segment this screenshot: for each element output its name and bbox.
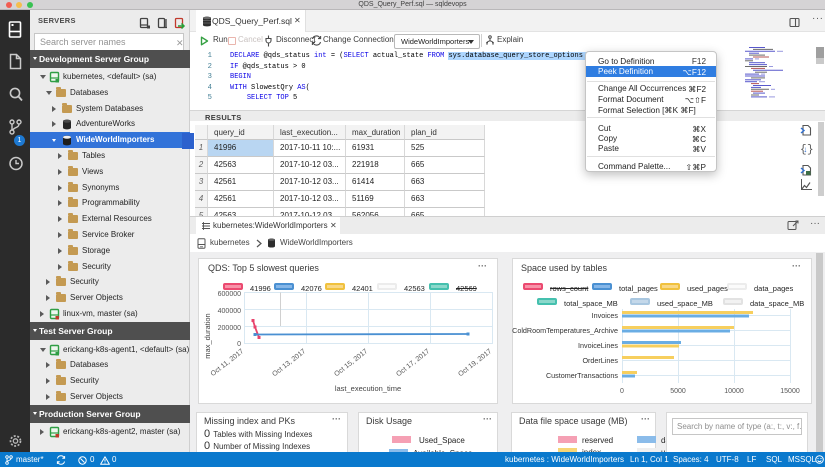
svg-text:CustomerTransactions: CustomerTransactions [546,371,618,380]
svg-text:Invoices: Invoices [592,311,619,320]
svg-text:15000: 15000 [780,388,800,395]
svg-text:Oct 19, 2017: Oct 19, 2017 [457,348,493,378]
svg-text:0: 0 [620,388,624,395]
svg-text:0: 0 [237,341,241,348]
svg-text:Oct 11, 2017: Oct 11, 2017 [210,348,246,378]
svg-text:200000: 200000 [218,325,241,332]
svg-text:Oct 15, 2017: Oct 15, 2017 [333,348,369,378]
svg-text:10000: 10000 [724,388,744,395]
svg-text:5000: 5000 [670,388,686,395]
svg-text:InvoiceLines: InvoiceLines [578,341,618,350]
svg-text:last_execution_time: last_execution_time [335,384,401,393]
svg-text:ColdRoomTemperatures_Archive: ColdRoomTemperatures_Archive [512,326,618,335]
svg-text:OrderLines: OrderLines [582,356,618,365]
svg-text:max_duration: max_duration [203,313,212,358]
svg-text:600000: 600000 [218,291,241,298]
svg-text:400000: 400000 [218,308,241,315]
svg-text:Oct 17, 2017: Oct 17, 2017 [395,348,431,378]
svg-text:Oct 13, 2017: Oct 13, 2017 [271,348,307,378]
